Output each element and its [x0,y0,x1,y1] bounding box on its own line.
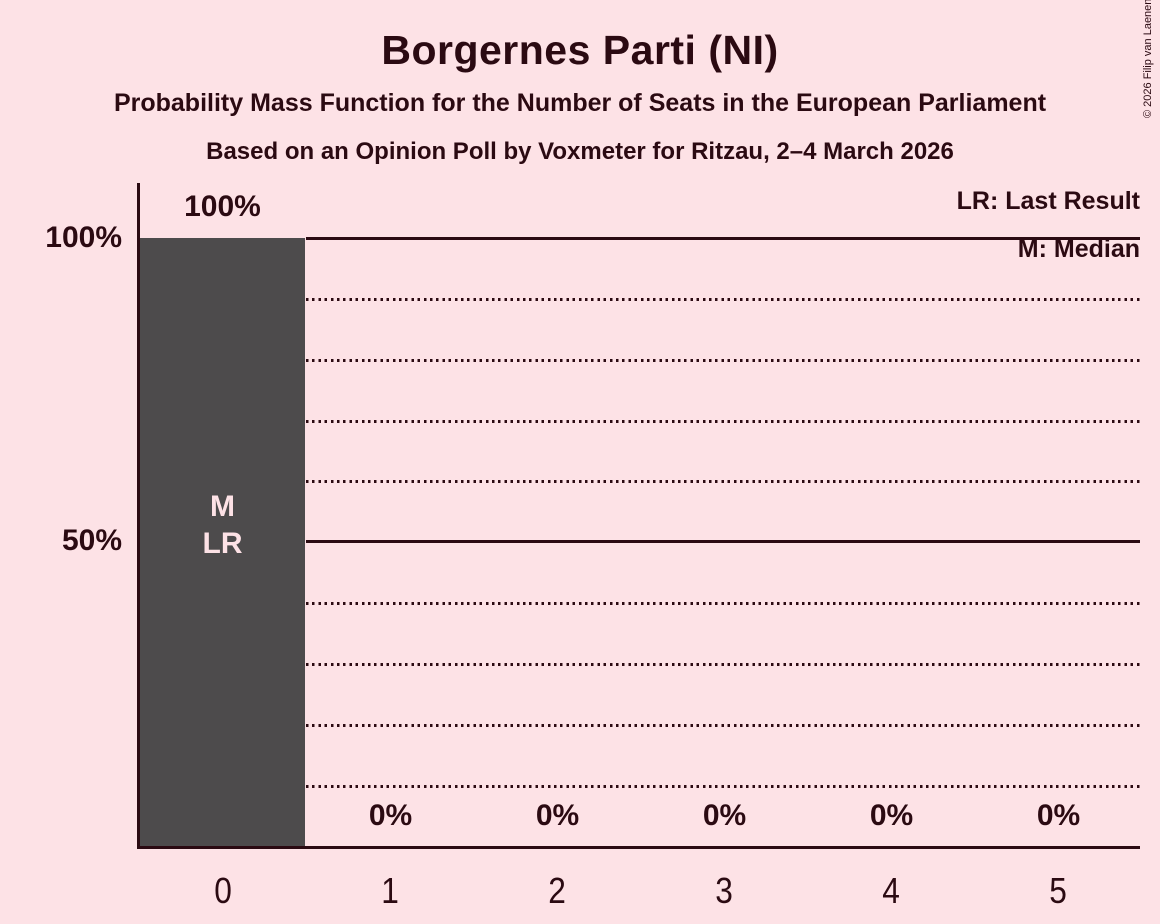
x-axis-tick-0: 0 [140,869,307,913]
x-axis-tick-2: 2 [474,869,641,913]
x-axis-tick-0-label: 0 [214,870,233,911]
value-label-seat-4: 0% [869,799,914,832]
x-axis-tick-3-label: 3 [715,870,734,911]
gridline-dotted-70 [306,420,1140,423]
legend-last-result: LR: Last Result [956,187,1140,215]
gridline-dotted-80 [306,359,1140,362]
x-axis-tick-4-label: 4 [882,870,901,911]
chart-subtitle: Probability Mass Function for the Number… [113,89,1047,117]
gridline-dotted-40 [306,602,1140,605]
legend-median: M: Median [1017,235,1140,263]
value-label-seat-2: 0% [535,799,580,832]
chart-title: Borgernes Parti (NI) [381,27,779,73]
x-axis-tick-5: 5 [975,869,1142,913]
x-axis-tick-2-label: 2 [548,870,567,911]
chart-source-note: Based on an Opinion Poll by Voxmeter for… [206,138,954,165]
copyright-notice: © 2026 Filip van Laenen [1142,0,1154,118]
gridline-dotted-10 [306,785,1140,788]
x-axis-tick-1: 1 [307,869,474,913]
gridline-solid-100 [306,237,1140,240]
y-axis-tick-50: 50% [61,524,122,557]
gridline-dotted-90 [306,298,1140,301]
x-axis-tick-3: 3 [641,869,808,913]
value-label-seat-3: 0% [702,799,747,832]
x-axis-tick-1-label: 1 [381,870,400,911]
probability-bar-seat-0 [140,238,305,846]
x-axis-tick-5-label: 5 [1049,870,1068,911]
y-axis-tick-100: 100% [45,221,122,254]
value-label-seat-5: 0% [1036,799,1081,832]
y-axis-line [137,183,140,849]
value-label-seat-1: 0% [368,799,413,832]
bar-value-label-seat-0: 100% [184,190,261,223]
gridline-dotted-60 [306,480,1140,483]
gridline-solid-50 [306,540,1140,543]
x-axis-tick-4: 4 [808,869,975,913]
x-axis-line [137,846,1140,849]
bar-annotation-median-last-result: M LR [202,490,243,560]
gridline-dotted-20 [306,724,1140,727]
gridline-dotted-30 [306,663,1140,666]
